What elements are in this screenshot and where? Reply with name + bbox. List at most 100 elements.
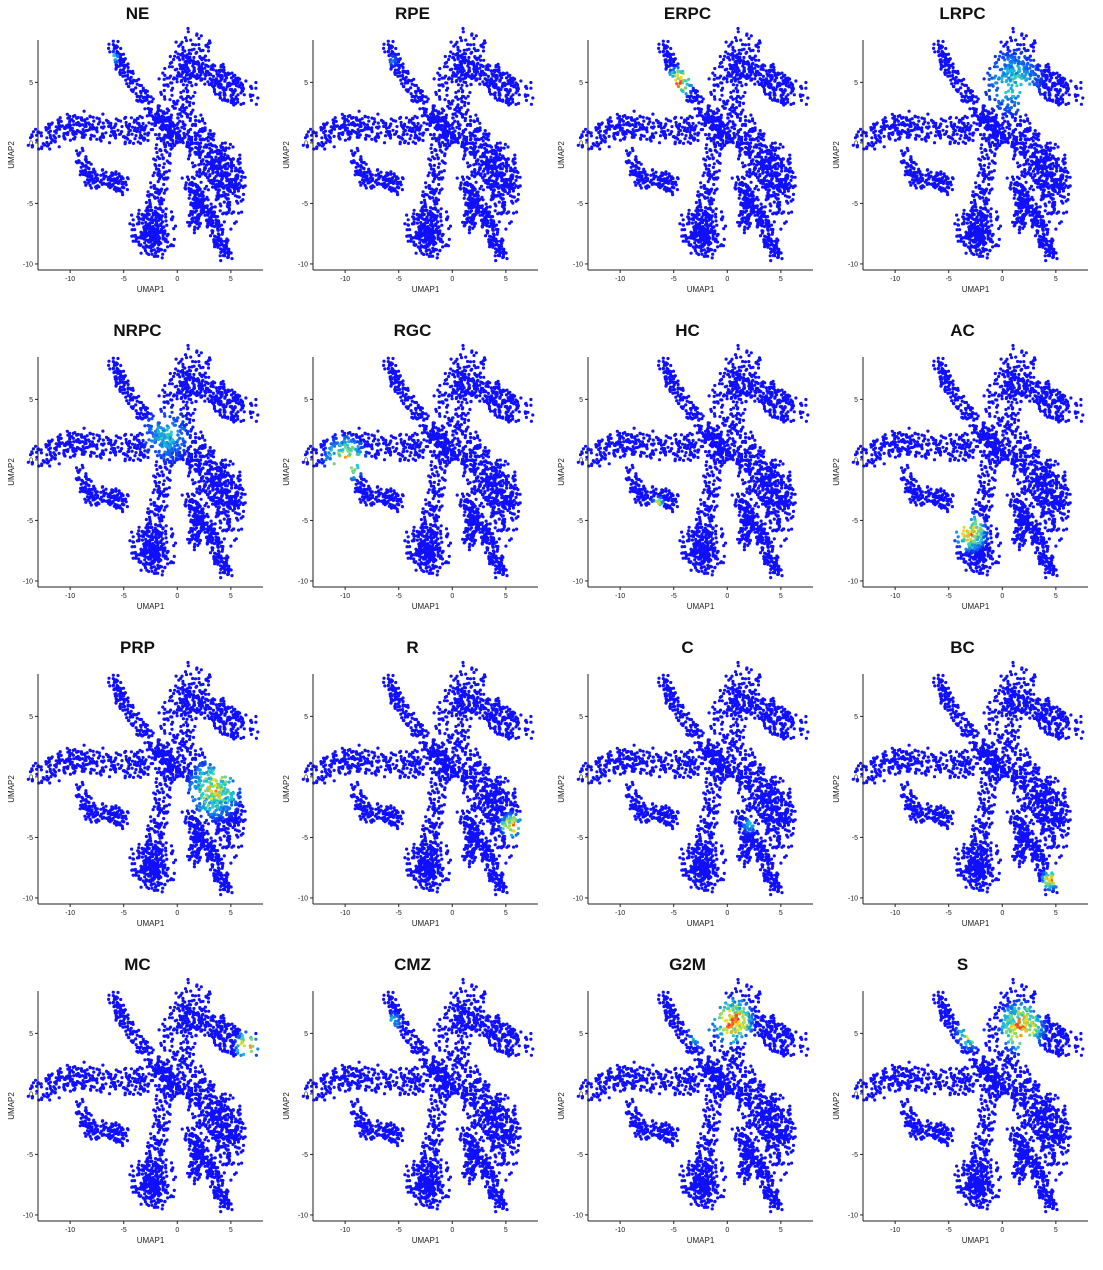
scatter-point (193, 164, 197, 168)
scatter-point (175, 80, 179, 84)
scatter-point (236, 79, 240, 83)
scatter-point (429, 187, 433, 191)
scatter-point (77, 159, 81, 163)
scatter-point (155, 137, 160, 141)
scatter-point (152, 248, 156, 252)
scatter-point (439, 170, 444, 174)
scatter-point (339, 131, 343, 135)
scatter-point (419, 238, 423, 242)
scatter-point (171, 121, 175, 125)
scatter-point (184, 112, 188, 116)
scatter-point (182, 127, 187, 131)
scatter-point (352, 152, 356, 157)
scatter-point (426, 97, 430, 101)
scatter-point (484, 202, 488, 206)
scatter-point (444, 210, 449, 214)
scatter-point (487, 90, 492, 94)
scatter-point (139, 230, 143, 234)
scatter-point (173, 143, 177, 147)
scatter-point (322, 130, 326, 135)
scatter-point (233, 88, 237, 92)
scatter-point (499, 196, 503, 200)
scatter-point (454, 95, 458, 99)
scatter-point (479, 63, 483, 67)
scatter-point (495, 177, 499, 181)
scatter-point (393, 68, 398, 72)
scatter-point (162, 141, 166, 145)
scatter-point (205, 225, 209, 229)
scatter-point (189, 80, 193, 85)
scatter-point (233, 182, 237, 186)
scatter-point (154, 206, 158, 210)
scatter-point (414, 133, 418, 137)
scatter-point (164, 170, 169, 174)
scatter-point (226, 173, 230, 177)
scatter-point (486, 63, 490, 67)
scatter-point (152, 233, 157, 237)
scatter-point (207, 58, 211, 62)
scatter-point (161, 71, 165, 75)
scatter-point (441, 245, 445, 249)
scatter-point (466, 74, 470, 78)
scatter-point (199, 180, 203, 184)
scatter-point (144, 244, 148, 248)
scatter-point (181, 70, 185, 74)
scatter-point (359, 155, 363, 159)
scatter-point (364, 137, 368, 141)
scatter-point (143, 229, 147, 233)
scatter-point (226, 178, 230, 183)
scatter-point (80, 117, 84, 121)
scatter-point (206, 80, 210, 84)
scatter-point (390, 60, 394, 64)
scatter-point (243, 175, 247, 179)
scatter-point (218, 96, 223, 100)
scatter-point (432, 163, 436, 167)
scatter-point (420, 97, 424, 102)
scatter-point (212, 90, 217, 94)
scatter-point (172, 99, 176, 103)
scatter-point (89, 133, 93, 137)
scatter-point (420, 234, 424, 238)
scatter-point (428, 184, 432, 188)
scatter-point (511, 93, 515, 97)
scatter-point (373, 180, 377, 184)
scatter-point (591, 142, 595, 146)
scatter-point (206, 151, 210, 155)
scatter-point (450, 77, 454, 81)
scatter-point (171, 138, 175, 143)
scatter-point (434, 139, 438, 143)
scatter-point (578, 136, 583, 140)
scatter-point (529, 80, 533, 85)
scatter-point (199, 72, 203, 77)
scatter-point (126, 76, 130, 80)
scatter-point (358, 133, 362, 137)
scatter-point (389, 172, 393, 176)
scatter-point (423, 109, 427, 113)
scatter-point (428, 227, 432, 231)
scatter-point (145, 234, 149, 238)
scatter-point (169, 143, 173, 147)
scatter-point (107, 42, 111, 46)
scatter-point (207, 73, 211, 77)
scatter-point (118, 61, 122, 65)
scatter-point (192, 196, 196, 200)
scatter-point (142, 136, 146, 140)
scatter-point (152, 238, 156, 242)
scatter-point (599, 141, 603, 145)
scatter-point (169, 243, 173, 247)
scatter-point (513, 161, 517, 165)
scatter-point (147, 131, 151, 135)
scatter-point (466, 94, 470, 98)
x-tick-label: -10 (65, 276, 75, 283)
scatter-point (213, 245, 217, 249)
scatter-point (401, 76, 405, 80)
scatter-point (445, 134, 449, 138)
scatter-point (463, 55, 467, 59)
scatter-point (463, 223, 467, 227)
scatter-point (332, 145, 336, 149)
scatter-point (146, 211, 150, 215)
scatter-point (325, 137, 329, 141)
scatter-point (347, 123, 351, 127)
scatter-point (353, 173, 357, 177)
scatter-point (232, 210, 236, 214)
